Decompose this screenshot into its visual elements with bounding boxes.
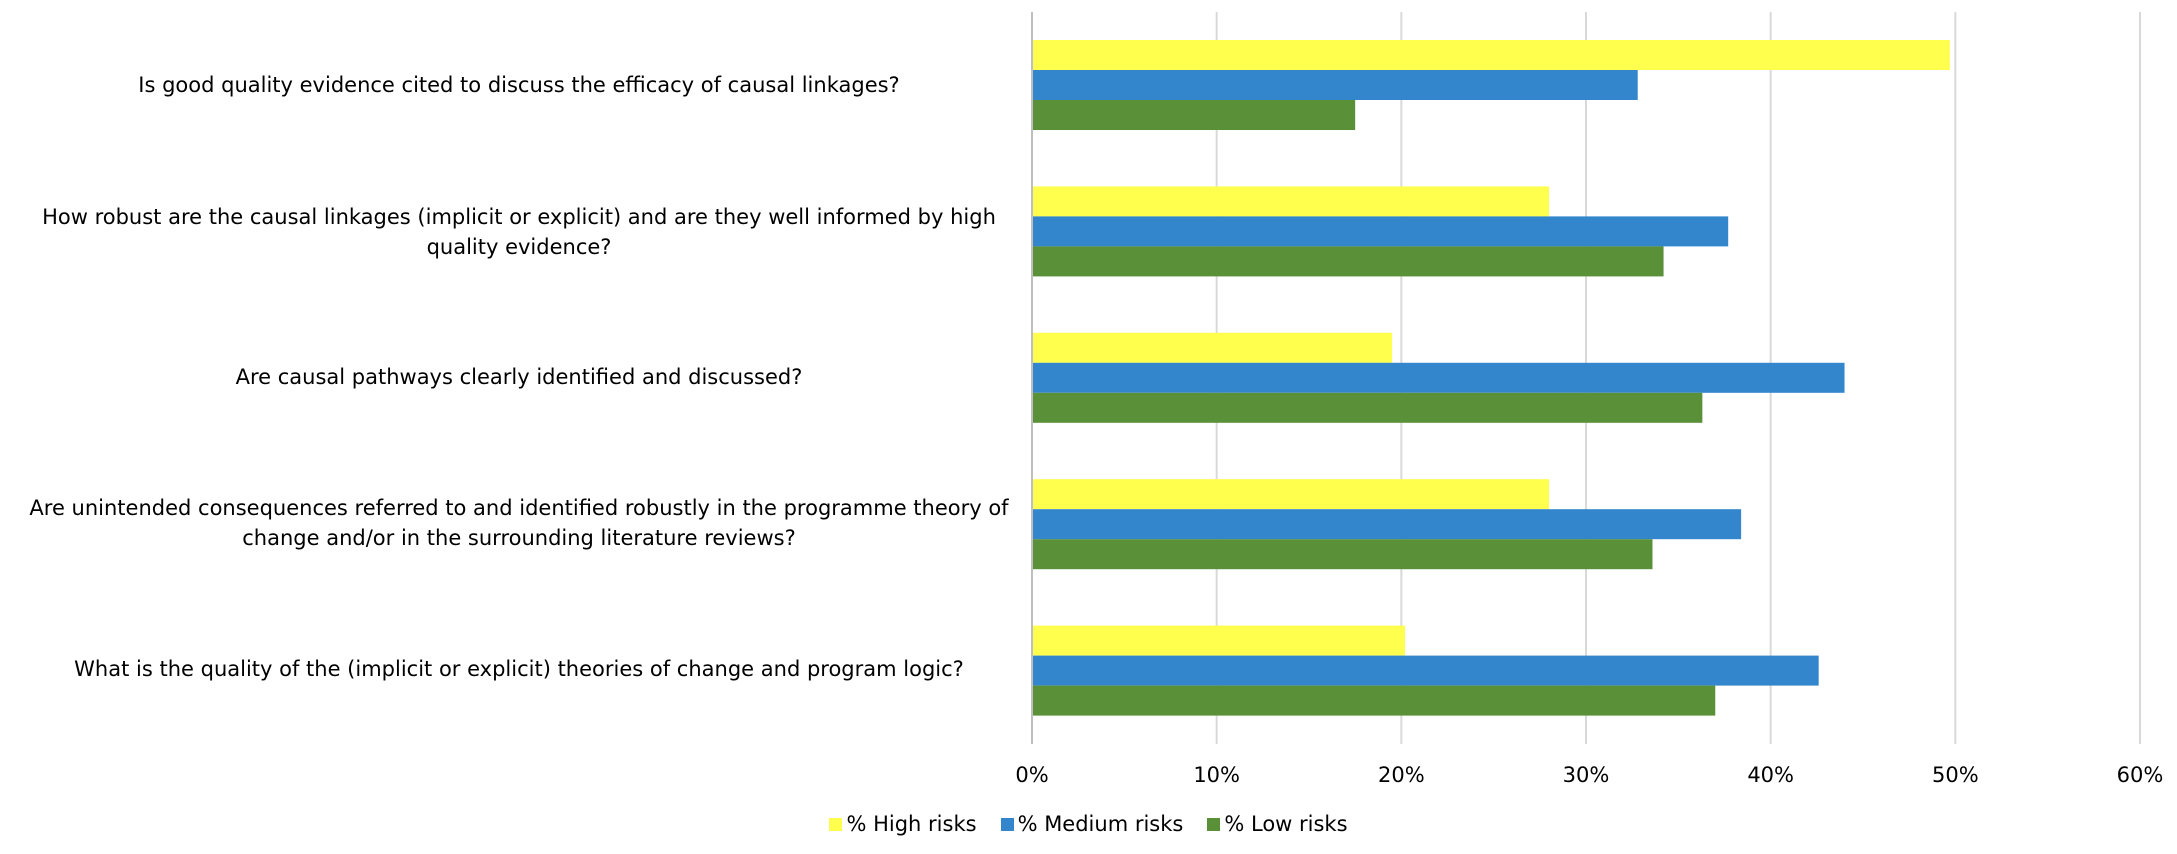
- x-tick-label-2: 20%: [1378, 763, 1425, 787]
- bar-low-risks-1: [1033, 100, 1356, 130]
- bar-high-risks-4: [1033, 479, 1550, 510]
- legend-label-medium-risks: % Medium risks: [1017, 812, 1184, 836]
- x-tick-label-1: 10%: [1193, 763, 1240, 787]
- bar-low-risks-3: [1033, 392, 1703, 423]
- category-label-2: How robust are the causal linkages (impl…: [42, 205, 996, 259]
- bar-medium-risks-5: [1033, 655, 1819, 686]
- category-label-1: Is good quality evidence cited to discus…: [138, 73, 900, 97]
- legend-item-high-risks: % High risks: [829, 812, 977, 836]
- legend-label-low-risks: % Low risks: [1224, 812, 1348, 836]
- legend-label-high-risks: % High risks: [846, 812, 977, 836]
- x-tick-label-5: 50%: [1932, 763, 1979, 787]
- bar-high-risks-5: [1033, 625, 1406, 656]
- bar-high-risks-2: [1033, 186, 1550, 217]
- bar-low-risks-4: [1033, 539, 1653, 570]
- bar-low-risks-5: [1033, 685, 1716, 716]
- category-label-3: Are causal pathways clearly identified a…: [235, 365, 803, 389]
- x-tick-label-3: 30%: [1563, 763, 1610, 787]
- bar-medium-risks-4: [1033, 509, 1742, 540]
- legend-item-low-risks: % Low risks: [1207, 812, 1348, 836]
- category-label-4: Are unintended consequences referred to …: [29, 496, 1009, 550]
- bar-medium-risks-3: [1033, 362, 1845, 393]
- legend: % High risks % Medium risks % Low risks: [0, 812, 2177, 836]
- bar-low-risks-2: [1033, 246, 1664, 277]
- bar-high-risks-3: [1033, 332, 1393, 363]
- x-tick-label-0: 0%: [1015, 763, 1048, 787]
- bar-medium-risks-2: [1033, 216, 1729, 247]
- legend-swatch-medium-risks: [1000, 817, 1014, 831]
- x-tick-label-4: 40%: [1747, 763, 1794, 787]
- bar-high-risks-1: [1033, 40, 1950, 70]
- legend-swatch-low-risks: [1207, 817, 1221, 831]
- bar-medium-risks-1: [1033, 70, 1638, 100]
- legend-item-medium-risks: % Medium risks: [1000, 812, 1184, 836]
- category-label-5: What is the quality of the (implicit or …: [74, 657, 964, 681]
- x-tick-label-6: 60%: [2117, 763, 2164, 787]
- legend-swatch-high-risks: [829, 817, 843, 831]
